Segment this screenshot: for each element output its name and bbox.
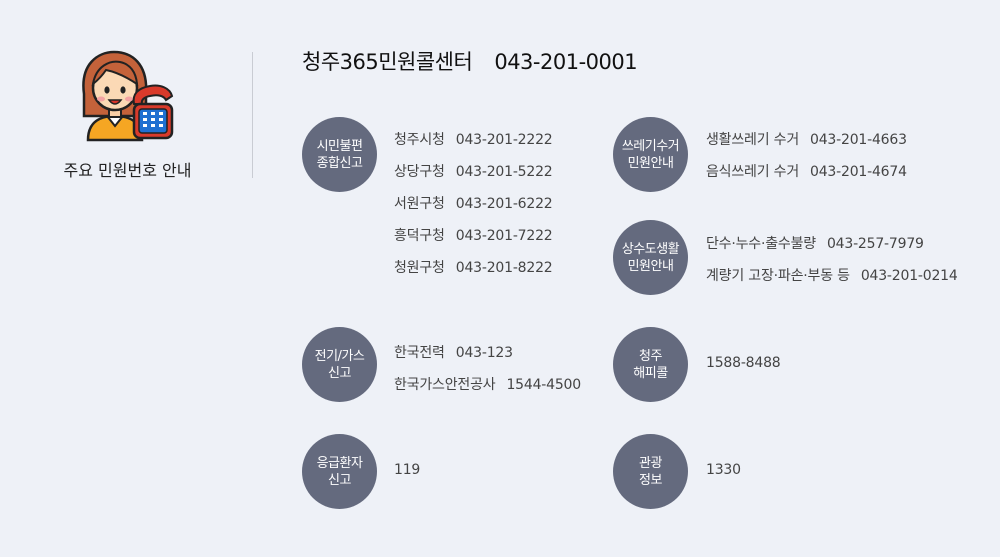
list-item: 1588-8488: [706, 355, 781, 371]
contact-name: 음식쓰레기 수거: [706, 164, 800, 180]
category-line: 신고: [328, 365, 351, 381]
category-line: 종합신고: [316, 155, 363, 171]
contact-number[interactable]: 043-201-8222: [455, 260, 553, 276]
operator-with-phone-icon: [76, 50, 178, 142]
contact-number[interactable]: 043-201-2222: [455, 132, 553, 148]
contact-name: 청원구청: [394, 260, 445, 276]
contact-number[interactable]: 043-201-0214: [860, 268, 958, 284]
list-item: 청원구청 043-201-8222: [394, 257, 553, 277]
category-line: 상수도생활: [621, 241, 680, 257]
category-line: 청주: [639, 348, 662, 364]
contact-name: 한국가스안전공사: [394, 377, 496, 393]
list-item: 계량기 고장·파손·부동 등 043-201-0214: [706, 265, 958, 285]
list-item: 한국전력 043-123: [394, 342, 513, 362]
contact-number[interactable]: 1544-4500: [506, 377, 581, 393]
contact-name: 흥덕구청: [394, 228, 445, 244]
contact-number[interactable]: 043-123: [455, 345, 513, 361]
sidebar-title: 주요 민원번호 안내: [63, 161, 192, 180]
category-line: 정보: [639, 472, 662, 488]
contact-number[interactable]: 043-201-4674: [810, 164, 907, 180]
category-badge-happycall: 청주 해피콜: [613, 327, 688, 402]
contact-number[interactable]: 043-201-6222: [455, 196, 553, 212]
category-badge-electric-gas: 전기/가스 신고: [302, 327, 377, 402]
divider: [252, 52, 253, 178]
contact-number[interactable]: 043-201-5222: [455, 164, 553, 180]
page-title: 청주365민원콜센터 043-201-0001: [302, 46, 638, 76]
list-item: 단수·누수·출수불량 043-257-7979: [706, 233, 924, 253]
category-line: 해피콜: [633, 365, 668, 381]
category-line: 시민불편: [316, 138, 363, 154]
category-badge-complaint: 시민불편 종합신고: [302, 117, 377, 192]
contact-name: 단수·누수·출수불량: [706, 236, 816, 252]
contact-name: 생활쓰레기 수거: [706, 132, 800, 148]
contact-number[interactable]: 1330: [706, 462, 741, 478]
category-badge-emergency: 응급환자 신고: [302, 434, 377, 509]
category-line: 관광: [639, 455, 662, 471]
category-badge-garbage: 쓰레기수거 민원안내: [613, 117, 688, 192]
contact-name: 계량기 고장·파손·부동 등: [706, 268, 850, 284]
contact-name: 상당구청: [394, 164, 445, 180]
category-line: 쓰레기수거: [621, 138, 680, 154]
callcenter-name: 청주365민원콜센터: [302, 50, 473, 74]
category-line: 신고: [328, 472, 351, 488]
contact-number[interactable]: 119: [394, 462, 421, 478]
list-item: 음식쓰레기 수거 043-201-4674: [706, 161, 907, 181]
category-line: 민원안내: [627, 258, 674, 274]
contact-number[interactable]: 1588-8488: [706, 355, 781, 371]
category-badge-water: 상수도생활 민원안내: [613, 220, 688, 295]
list-item: 119: [394, 462, 420, 478]
contact-number[interactable]: 043-201-7222: [455, 228, 553, 244]
sidebar: 주요 민원번호 안내: [0, 0, 255, 557]
contact-name: 청주시청: [394, 132, 445, 148]
list-item: 생활쓰레기 수거 043-201-4663: [706, 129, 907, 149]
contact-number[interactable]: 043-201-4663: [810, 132, 907, 148]
list-item: 서원구청 043-201-6222: [394, 193, 553, 213]
list-item: 흥덕구청 043-201-7222: [394, 225, 553, 245]
list-item: 1330: [706, 462, 741, 478]
category-badge-tourism: 관광 정보: [613, 434, 688, 509]
contact-name: 한국전력: [394, 345, 445, 361]
category-line: 민원안내: [627, 155, 674, 171]
list-item: 한국가스안전공사 1544-4500: [394, 374, 581, 394]
list-item: 상당구청 043-201-5222: [394, 161, 553, 181]
category-line: 전기/가스: [314, 348, 365, 364]
category-line: 응급환자: [316, 455, 363, 471]
contact-name: 서원구청: [394, 196, 445, 212]
list-item: 청주시청 043-201-2222: [394, 129, 553, 149]
contact-number[interactable]: 043-257-7979: [826, 236, 924, 252]
callcenter-number[interactable]: 043-201-0001: [494, 50, 638, 74]
